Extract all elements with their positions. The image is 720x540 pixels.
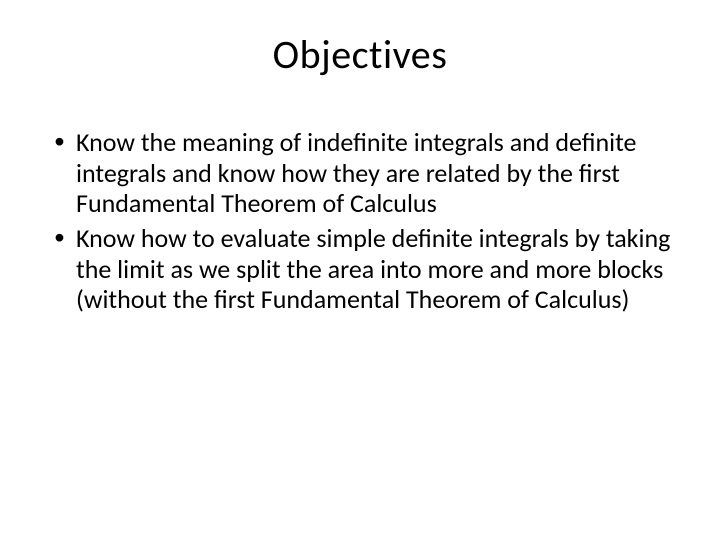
slide-title: Objectives [48, 30, 672, 79]
slide-container: Objectives Know the meaning of indefinit… [0, 0, 720, 540]
list-item: Know the meaning of indefinite integrals… [48, 127, 672, 219]
list-item: Know how to evaluate simple definite int… [48, 223, 672, 315]
bullet-list: Know the meaning of indefinite integrals… [48, 127, 672, 315]
